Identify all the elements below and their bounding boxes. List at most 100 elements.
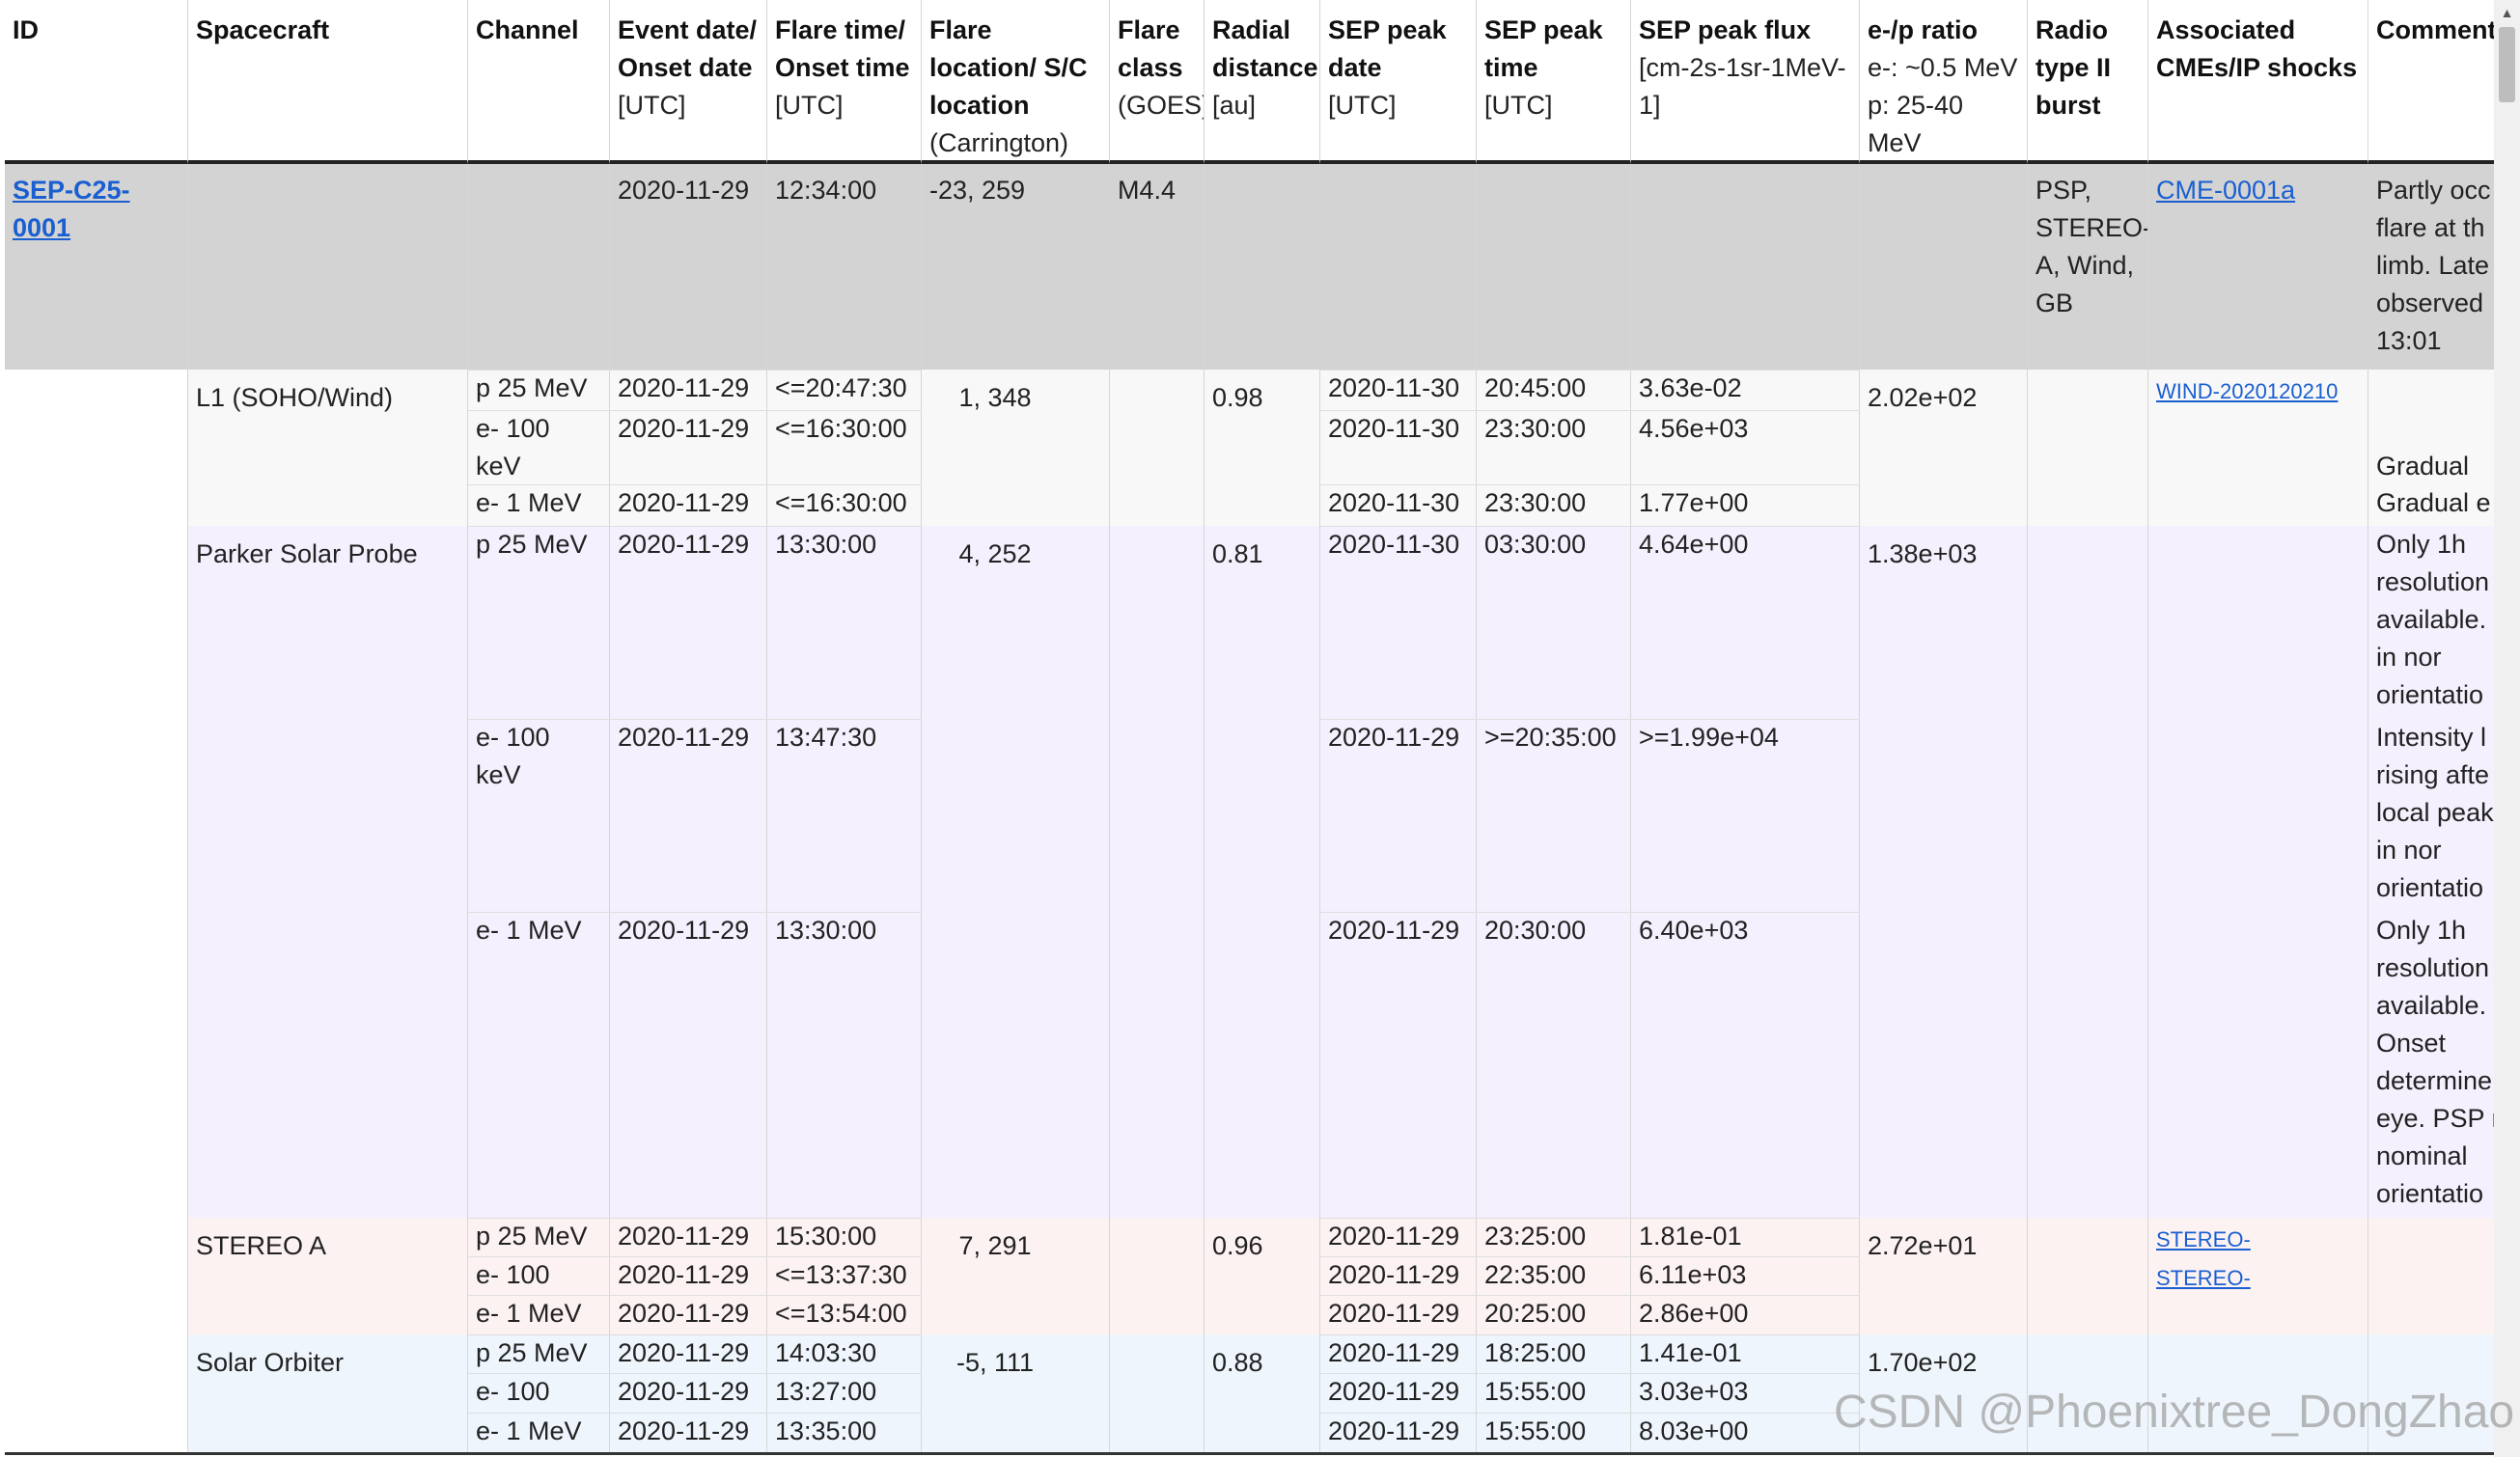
radio-burst: PSP, STEREO-A, Wind, GB <box>2035 176 2148 317</box>
header-flare_location-unit: (Carrington) lat., lon. [deg] <box>929 128 1069 157</box>
sep-peak-date: 2020-11-29 <box>1328 1338 1460 1367</box>
row-comment: Gradual increase <box>2376 452 2470 481</box>
table-row-cell: e- 1 MeV <box>468 1295 610 1334</box>
row-divider <box>468 410 922 411</box>
row-divider <box>1320 484 1860 485</box>
spacecraft-name: Solar Orbiter <box>196 1348 345 1377</box>
cme-link[interactable]: CME-0001a <box>2156 176 2296 205</box>
header-ep_ratio-unit: e-: ~0.5 MeV p: 25-40 MeV <box>1868 53 2018 157</box>
group-l1-id-blank <box>5 370 188 526</box>
channel: p 25 MeV <box>476 1222 588 1251</box>
header-sep_peak_flux: SEP peak flux [cm-2s-1sr-1MeV-1] <box>1631 0 1860 164</box>
header-channel-label: Channel <box>476 15 579 44</box>
sep-peak-flux: 4.56e+03 <box>1639 414 1749 443</box>
shock-link[interactable]: STEREO-2020120107 <box>2156 1227 2251 1251</box>
ep-ratio: 2.72e+01 <box>1868 1231 1978 1260</box>
group-solo-id-blank <box>5 1334 188 1452</box>
radial-distance: 0.98 <box>1212 383 1263 412</box>
header-ep_ratio-label: e-/p ratio <box>1868 15 1979 44</box>
row-divider <box>1320 719 1860 720</box>
table-row-cell: 2020-11-29 <box>610 526 767 719</box>
row-comment: Only 1h resolution available. Onset dete… <box>2376 916 2494 1208</box>
group-stereo-row1-associated: STEREO-2020120318 <box>2148 1256 2368 1295</box>
row-divider <box>468 1256 922 1257</box>
onset-time: 15:30:00 <box>775 1222 877 1251</box>
row-divider <box>468 719 922 720</box>
event-row-radial_distance <box>1205 164 1320 370</box>
event-row-sep_peak_time <box>1477 164 1631 370</box>
row-comment: Only 1h resolution available. not in nor… <box>2376 530 2494 709</box>
table-row-cell: >=20:35:00 <box>1477 719 1631 912</box>
row-divider <box>468 370 922 371</box>
row-divider <box>1320 912 1860 913</box>
row-divider <box>1320 1413 1860 1414</box>
event-row-flare_class: M4.4 <box>1110 164 1205 370</box>
header-comment: Comment <box>2368 0 2494 164</box>
sc-location: -5, 111 <box>955 1348 1035 1377</box>
sep-peak-flux: 3.03e+03 <box>1639 1377 1749 1406</box>
group-stereo-ep_ratio: 2.72e+01 <box>1860 1218 2028 1334</box>
row-divider <box>468 912 922 913</box>
table-row-cell: 22:35:00 <box>1477 1256 1631 1295</box>
row-divider <box>1320 410 1860 411</box>
group-stereo-row1-comment <box>2368 1256 2494 1295</box>
row-divider <box>468 1373 922 1374</box>
vertical-scrollbar[interactable]: ▲ <box>2494 0 2520 1457</box>
group-psp-flare_location: 4, 252 <box>922 526 1110 1218</box>
header-flare_class-label: Flare class <box>1118 15 1183 82</box>
group-l1-row1-associated <box>2148 410 2368 484</box>
sep-peak-date: 2020-11-30 <box>1328 414 1460 443</box>
table-row-cell: <=13:54:00 <box>767 1295 922 1334</box>
row-divider <box>468 1295 922 1296</box>
group-stereo-flare_location: 7, 291 <box>922 1218 1110 1334</box>
scroll-up-arrow-icon[interactable]: ▲ <box>2500 5 2514 20</box>
header-radio-label: Radio type II burst <box>2035 15 2112 120</box>
sep-peak-flux: 6.11e+03 <box>1639 1260 1747 1289</box>
table-row-cell: 2020-11-29 <box>610 484 767 526</box>
sep-peak-time: 15:55:00 <box>1484 1416 1587 1445</box>
sep-peak-date: 2020-11-30 <box>1328 373 1460 402</box>
group-l1-flare_class <box>1110 370 1205 526</box>
shock-link[interactable]: STEREO-2020120318 <box>2156 1266 2251 1290</box>
header-id: ID <box>5 0 188 164</box>
group-l1-spacecraft: L1 (SOHO/Wind) <box>188 370 468 526</box>
group-solo-row1-comment <box>2368 1373 2494 1413</box>
table-row-cell: <=16:30:00 <box>767 484 922 526</box>
row-divider <box>468 1218 922 1219</box>
header-sep_peak_time: SEP peak time [UTC] <box>1477 0 1631 164</box>
onset-date: 2020-11-29 <box>618 530 750 559</box>
ep-ratio: 1.38e+03 <box>1868 539 1978 568</box>
event-id-link[interactable]: SEP-C25-0001 <box>13 176 130 242</box>
onset-date: 2020-11-29 <box>618 1222 750 1251</box>
table-row-cell: 14:03:30 <box>767 1334 922 1373</box>
sep-peak-flux: 1.81e-01 <box>1639 1222 1742 1251</box>
table-row-cell: 13:27:00 <box>767 1373 922 1413</box>
sep-peak-date: 2020-11-29 <box>1328 916 1460 945</box>
table-row-cell: 2020-11-29 <box>1320 1373 1477 1413</box>
sep-peak-flux: 6.40e+03 <box>1639 916 1749 945</box>
onset-time: 13:35:00 <box>775 1416 877 1445</box>
shock-link[interactable]: WIND-2020120210 <box>2156 379 2339 403</box>
sep-peak-time: 22:35:00 <box>1484 1260 1587 1289</box>
header-sep_peak_time-label: SEP peak time <box>1484 15 1603 82</box>
onset-time: 14:03:30 <box>775 1338 877 1367</box>
row-divider <box>468 1334 922 1335</box>
table-row-cell: 2020-11-30 <box>1320 370 1477 410</box>
table-row-cell: 3.63e-02 <box>1631 370 1860 410</box>
sep-peak-time: 20:45:00 <box>1484 373 1587 402</box>
row-divider <box>1320 1334 1860 1335</box>
group-psp-id-blank <box>5 526 188 1218</box>
group-solo-row1-associated <box>2148 1373 2368 1413</box>
table-row-cell: <=16:30:00 <box>767 410 922 484</box>
group-solo-radio <box>2028 1334 2148 1452</box>
group-solo-ep_ratio: 1.70e+02 <box>1860 1334 2028 1452</box>
event-row-sep_peak_flux <box>1631 164 1860 370</box>
onset-time: <=13:54:00 <box>775 1299 907 1328</box>
onset-date: 2020-11-29 <box>618 1338 750 1367</box>
scroll-thumb[interactable] <box>2499 27 2515 102</box>
sep-peak-date: 2020-11-29 <box>1328 1299 1460 1328</box>
table-row-cell: 2020-11-30 <box>1320 410 1477 484</box>
table-row-cell: 23:30:00 <box>1477 410 1631 484</box>
group-stereo-radio <box>2028 1218 2148 1334</box>
group-stereo-row2-comment <box>2368 1295 2494 1334</box>
